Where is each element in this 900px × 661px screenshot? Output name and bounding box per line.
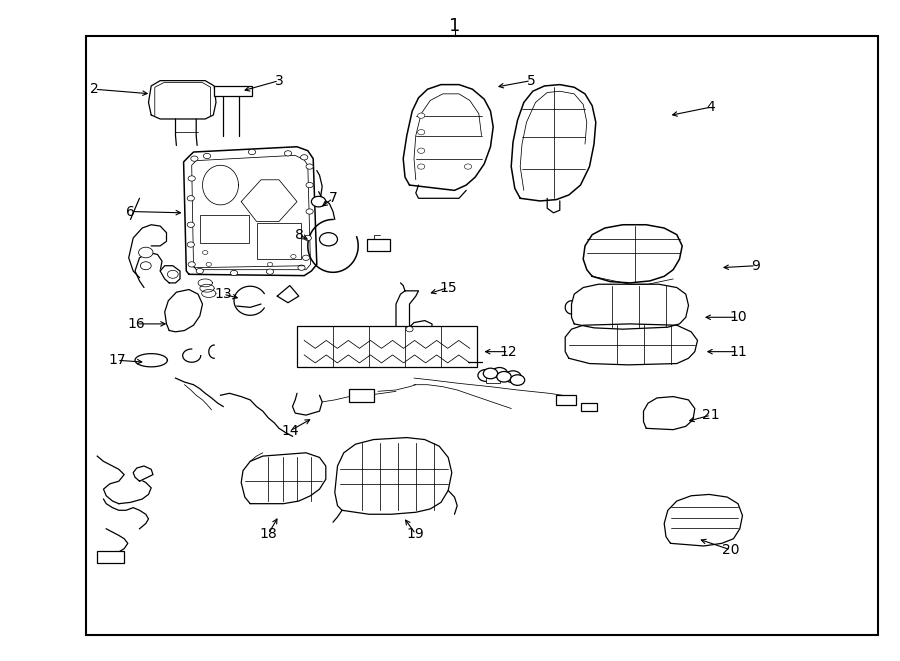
Circle shape <box>306 182 313 188</box>
Polygon shape <box>148 81 216 119</box>
Circle shape <box>284 151 292 156</box>
Polygon shape <box>396 291 432 338</box>
Circle shape <box>320 233 338 246</box>
Circle shape <box>306 209 313 214</box>
Polygon shape <box>644 397 695 430</box>
Circle shape <box>139 247 153 258</box>
Text: 21: 21 <box>702 408 720 422</box>
Text: 13: 13 <box>214 287 232 301</box>
Circle shape <box>497 371 511 382</box>
Circle shape <box>406 327 413 332</box>
Circle shape <box>306 164 313 169</box>
Polygon shape <box>160 266 180 283</box>
Text: 9: 9 <box>752 258 760 273</box>
Text: 10: 10 <box>729 310 747 325</box>
Text: 6: 6 <box>126 204 135 219</box>
Circle shape <box>491 368 508 379</box>
Bar <box>257 223 301 259</box>
Polygon shape <box>511 85 596 201</box>
Polygon shape <box>277 286 299 303</box>
Polygon shape <box>165 290 202 332</box>
Circle shape <box>291 254 296 258</box>
Polygon shape <box>565 324 698 365</box>
Circle shape <box>302 255 310 260</box>
Circle shape <box>505 371 521 383</box>
Polygon shape <box>135 354 167 367</box>
Circle shape <box>267 262 273 266</box>
Circle shape <box>418 148 425 153</box>
Bar <box>349 389 374 402</box>
Polygon shape <box>664 494 742 546</box>
Bar <box>297 326 477 367</box>
Text: 14: 14 <box>281 424 299 438</box>
Circle shape <box>311 196 326 207</box>
Text: 5: 5 <box>526 73 536 88</box>
Text: 19: 19 <box>407 527 425 541</box>
Bar <box>86 36 878 635</box>
Bar <box>580 403 597 411</box>
Circle shape <box>188 262 195 267</box>
Text: 17: 17 <box>108 353 126 368</box>
Circle shape <box>203 153 211 159</box>
Text: 16: 16 <box>128 317 146 331</box>
Bar <box>97 551 124 563</box>
Circle shape <box>478 369 494 381</box>
Circle shape <box>140 262 151 270</box>
Circle shape <box>230 270 238 276</box>
Circle shape <box>188 176 195 181</box>
Circle shape <box>418 130 425 135</box>
Text: 3: 3 <box>274 73 284 88</box>
Text: 12: 12 <box>500 344 518 359</box>
Bar <box>214 86 252 96</box>
Bar <box>486 377 500 383</box>
Polygon shape <box>572 284 688 329</box>
Text: 8: 8 <box>295 227 304 242</box>
Circle shape <box>187 222 194 227</box>
Polygon shape <box>241 453 326 504</box>
Circle shape <box>510 375 525 385</box>
Circle shape <box>483 368 498 379</box>
Circle shape <box>248 149 256 155</box>
Bar <box>200 215 249 243</box>
Circle shape <box>418 164 425 169</box>
Circle shape <box>298 265 305 270</box>
Text: 15: 15 <box>439 280 457 295</box>
Text: 1: 1 <box>449 17 460 34</box>
Circle shape <box>266 269 274 274</box>
Bar <box>556 395 576 405</box>
Polygon shape <box>403 85 493 190</box>
Text: 20: 20 <box>722 543 740 557</box>
Polygon shape <box>184 147 317 276</box>
Bar <box>367 239 390 251</box>
Circle shape <box>167 270 178 278</box>
Polygon shape <box>335 438 452 514</box>
Text: 4: 4 <box>706 100 716 114</box>
Text: 11: 11 <box>729 344 747 359</box>
Polygon shape <box>583 225 682 283</box>
Circle shape <box>187 196 194 201</box>
Circle shape <box>202 251 208 254</box>
Circle shape <box>304 235 311 241</box>
Circle shape <box>418 113 425 118</box>
Circle shape <box>191 156 198 161</box>
Polygon shape <box>133 466 153 481</box>
Circle shape <box>187 242 194 247</box>
Circle shape <box>301 155 308 160</box>
Text: 7: 7 <box>328 191 338 206</box>
Text: 2: 2 <box>90 82 99 97</box>
Circle shape <box>196 268 203 274</box>
Text: 18: 18 <box>259 527 277 541</box>
Circle shape <box>464 164 472 169</box>
Circle shape <box>206 262 211 266</box>
